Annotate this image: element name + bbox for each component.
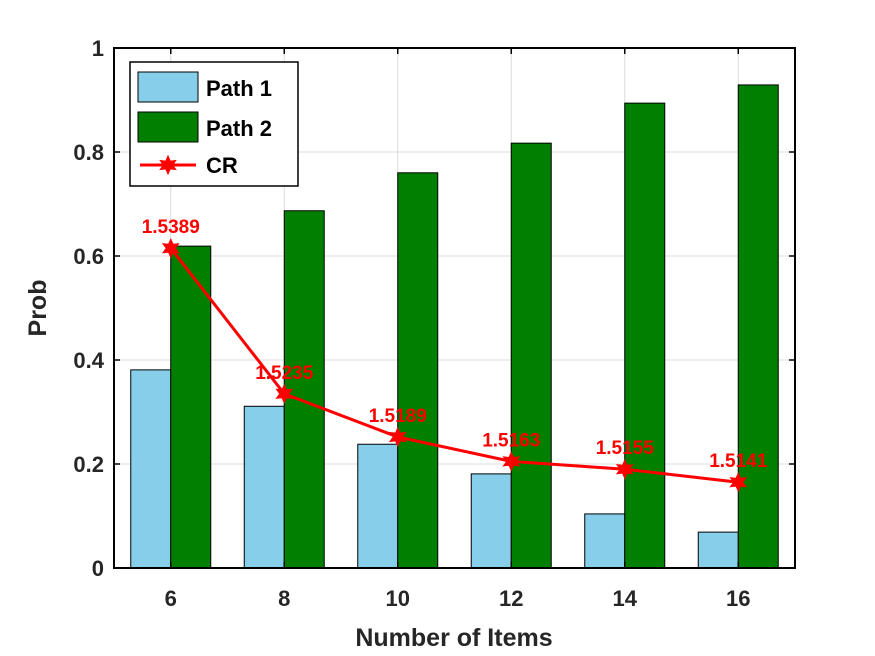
cr-data-label: 1.5163 (482, 430, 540, 451)
bar-path-1 (357, 443, 399, 569)
x-tick-label: 10 (386, 586, 410, 611)
x-axis-title: Number of Items (355, 624, 552, 652)
axis-ticks: 00.20.40.60.816 8 10 12 14 16 (73, 36, 795, 611)
y-axis-title: Prob (24, 280, 52, 337)
bar-path-1 (243, 405, 285, 569)
x-tick-label: 14 (613, 586, 638, 611)
bar-path-1 (130, 369, 172, 569)
cr-series-line (169, 247, 739, 484)
x-tick-label: 8 (278, 586, 290, 611)
bar-path-2 (624, 102, 666, 569)
y-tick-label: 0 (92, 556, 104, 581)
cr-data-label: 1.5389 (142, 217, 200, 238)
bar-path-2 (737, 84, 779, 569)
legend-label-cr: CR (206, 153, 238, 178)
y-tick-label: 0.8 (73, 140, 104, 165)
cr-marker (502, 451, 521, 472)
cr-marker (161, 237, 180, 259)
x-tick-label: 12 (499, 586, 523, 611)
legend-swatch-path-2 (137, 111, 199, 143)
bar-path-2 (170, 245, 212, 569)
legend-swatch-path-1 (137, 71, 199, 103)
cr-marker (729, 471, 748, 493)
cr-data-label: 1.5189 (369, 406, 427, 427)
cr-data-label: 1.5235 (255, 363, 314, 384)
cr-marker (615, 458, 634, 480)
cr-line (161, 237, 748, 493)
legend-marker-cr (159, 154, 177, 176)
bars (130, 84, 779, 569)
bar-path-2 (510, 142, 552, 569)
y-tick-label: 0.6 (73, 244, 104, 269)
bar-path-1 (697, 531, 739, 569)
cr-marker (275, 383, 294, 405)
cr-data-label: 1.5155 (596, 438, 655, 459)
legend-label-path-2: Path 2 (206, 116, 272, 141)
y-tick-label: 0.4 (73, 348, 104, 373)
bar-path-1 (584, 513, 626, 569)
x-tick-label: 16 (726, 586, 750, 611)
legend: Path 1 Path 2 CR (129, 61, 299, 187)
plot-frame (113, 47, 796, 569)
y-tick-label: 0.2 (73, 452, 104, 477)
bar-path-2 (397, 172, 439, 569)
data-labels: 1.5389 1.5235 1.5189 1.5163 1.5155 1.5141 (142, 217, 768, 472)
cr-marker (388, 426, 407, 448)
bar-path-1 (470, 473, 512, 569)
legend-label-path-1: Path 1 (206, 76, 272, 101)
cr-data-label: 1.5141 (709, 451, 768, 472)
y-tick-label: 1 (92, 36, 104, 61)
x-tick-label: 6 (165, 586, 177, 611)
